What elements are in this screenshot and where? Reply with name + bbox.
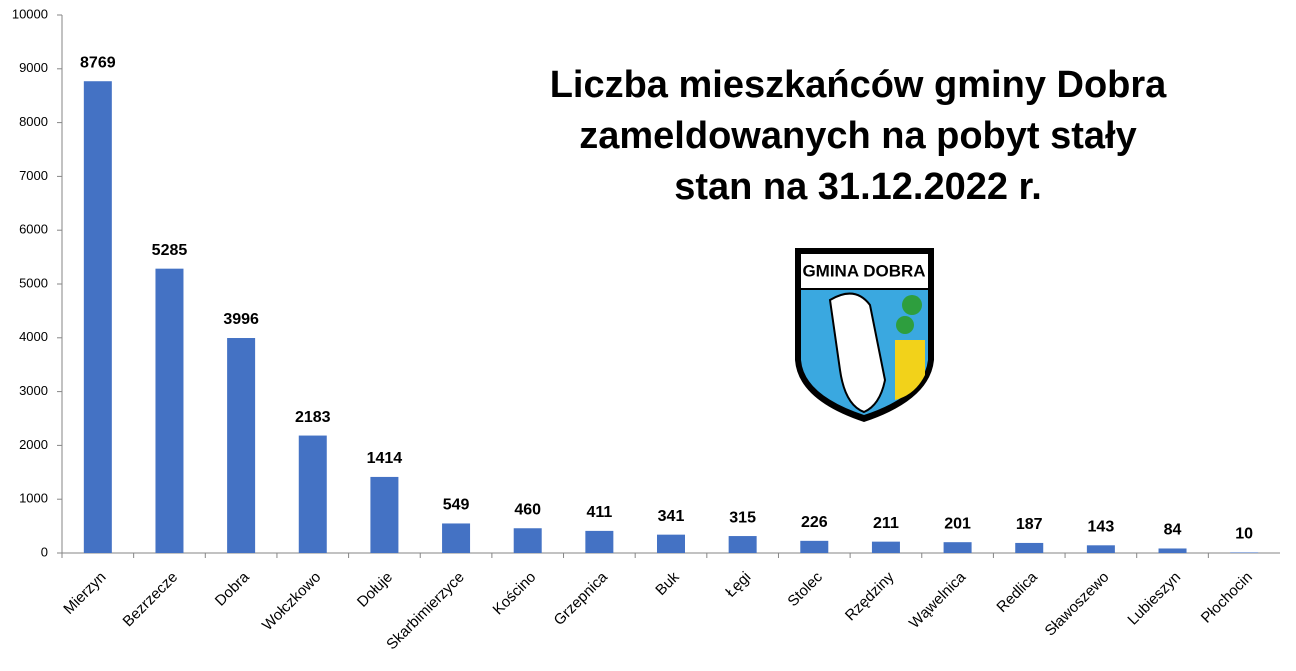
x-tick-label: Grzepnica	[551, 568, 612, 629]
logo-gold	[895, 340, 925, 400]
x-tick-label: Lubieszyn	[1124, 569, 1184, 629]
y-tick-label: 6000	[19, 222, 48, 237]
x-tick-label: Płochocin	[1198, 569, 1256, 627]
x-tick-label: Mierzyn	[60, 569, 109, 618]
value-label: 5285	[152, 242, 188, 259]
logo-eagle	[828, 292, 887, 414]
y-tick-label: 5000	[19, 275, 48, 290]
bar	[83, 81, 112, 554]
value-label: 1414	[367, 450, 403, 467]
bar	[513, 528, 542, 553]
bar	[943, 542, 972, 553]
x-tick-label: Skarbimierzyce	[383, 569, 468, 654]
bar	[155, 268, 184, 553]
x-tick-label: Rzędziny	[842, 568, 898, 624]
x-tick-label: Buk	[652, 568, 683, 599]
value-label: 3996	[223, 311, 259, 328]
value-label: 226	[801, 514, 828, 531]
bar	[1015, 542, 1044, 553]
bar	[1158, 548, 1187, 553]
y-tick-label: 3000	[19, 383, 48, 398]
value-label: 211	[873, 515, 899, 532]
bar	[585, 530, 614, 553]
logo-leaf	[896, 316, 914, 334]
logo: GMINA DOBRA	[795, 248, 934, 422]
bar	[1086, 545, 1115, 553]
y-tick-label: 4000	[19, 329, 48, 344]
value-label: 549	[443, 497, 470, 514]
x-tick-label: Dobra	[212, 568, 253, 609]
x-tick-label: Sławoszewo	[1042, 569, 1113, 640]
value-label: 460	[514, 501, 541, 518]
y-tick-label: 1000	[19, 491, 48, 506]
value-label: 341	[658, 508, 685, 525]
y-tick-label: 8000	[19, 114, 48, 129]
value-label: 10	[1235, 526, 1253, 543]
value-label: 315	[729, 509, 756, 526]
y-tick-label: 9000	[19, 60, 48, 75]
x-tick-label: Bezrzecze	[120, 569, 182, 631]
y-tick-label: 7000	[19, 168, 48, 183]
bar	[442, 523, 471, 553]
chart-title: zameldowanych na pobyt stały	[579, 115, 1136, 157]
bar	[370, 476, 399, 553]
x-tick-label: Łęgi	[722, 569, 754, 601]
y-tick-label: 10000	[12, 6, 48, 21]
value-label: 2183	[295, 409, 331, 426]
logo-banner	[801, 254, 928, 288]
x-tick-label: Dołuje	[354, 569, 396, 611]
bar	[298, 435, 327, 553]
bar	[728, 536, 757, 553]
y-tick-label: 0	[41, 544, 48, 559]
value-label: 143	[1088, 519, 1115, 536]
x-tick-label: Wołczkowo	[259, 569, 324, 634]
bar	[1230, 552, 1259, 553]
bar	[800, 540, 829, 553]
value-label: 411	[586, 504, 612, 521]
x-tick-label: Wąwelnica	[906, 568, 970, 632]
x-tick-label: Redlica	[993, 568, 1041, 616]
logo-text: GMINA DOBRA	[802, 261, 925, 280]
value-label: 84	[1164, 522, 1182, 539]
value-label: 8769	[80, 54, 116, 71]
x-tick-label: Stolec	[784, 568, 826, 610]
bar	[657, 534, 685, 553]
y-tick-label: 2000	[19, 437, 48, 452]
x-tick-label: Kościno	[490, 569, 540, 619]
bar	[871, 541, 900, 553]
chart-title: stan na 31.12.2022 r.	[674, 166, 1042, 208]
value-label: 187	[1016, 516, 1043, 533]
chart-title: Liczba mieszkańców gminy Dobra	[550, 64, 1167, 106]
logo-leaf	[902, 295, 922, 315]
bar	[227, 338, 256, 553]
value-label: 201	[944, 515, 971, 532]
